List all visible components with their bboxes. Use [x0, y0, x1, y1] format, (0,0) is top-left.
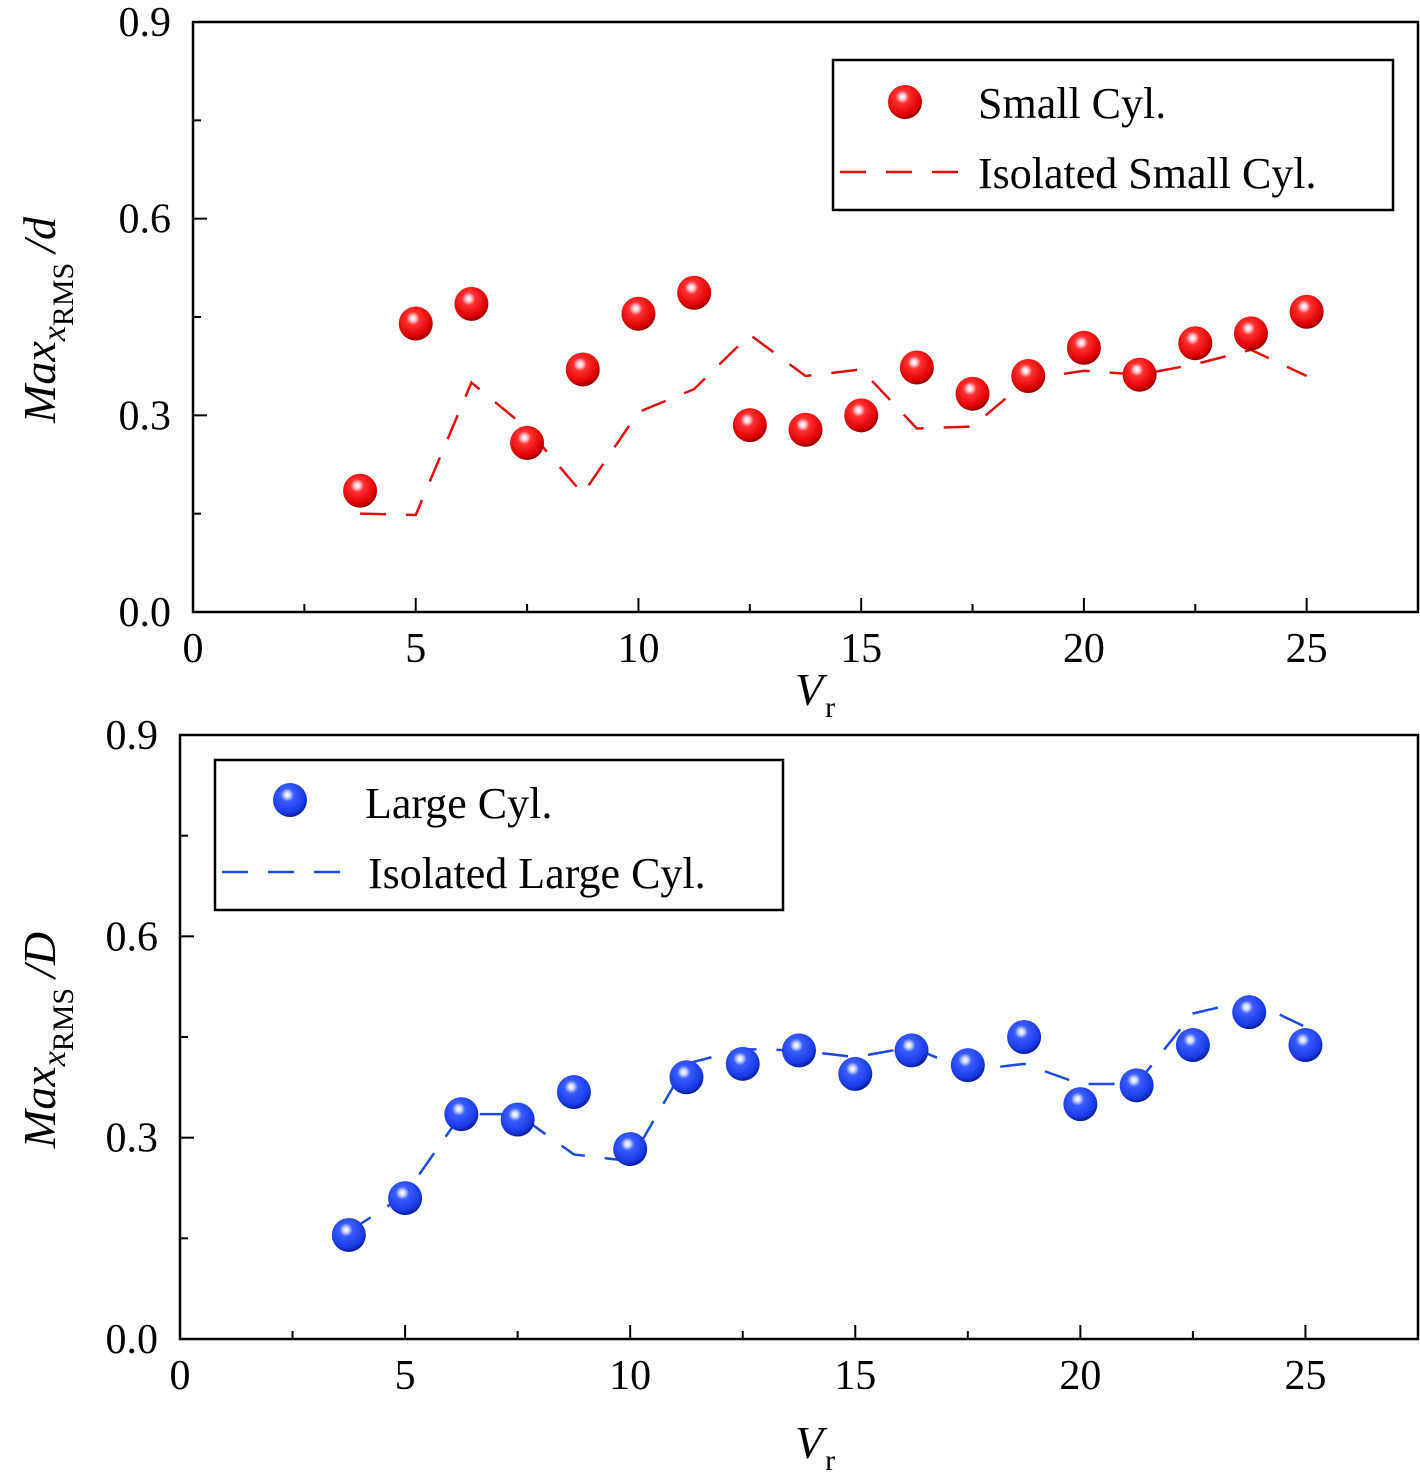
data-point — [894, 1033, 929, 1068]
x-tick-label: 15 — [834, 1353, 876, 1399]
data-point — [1119, 1068, 1154, 1103]
x-axis-ticks: 0 5 10 15 20 25 — [183, 598, 1419, 672]
legend-box — [831, 58, 1395, 212]
data-point — [454, 286, 489, 321]
x-tick-label: 5 — [405, 626, 426, 672]
legend-label-small-cyl: Small Cyl. — [978, 79, 1166, 128]
y-tick-label: 0.9 — [119, 0, 172, 46]
data-point — [844, 398, 879, 433]
y-axis-ticks: 0.0 0.3 0.6 0.9 — [106, 713, 194, 1363]
legend: Small Cyl. Isolated Small Cyl. — [831, 58, 1395, 212]
data-point — [1289, 294, 1324, 329]
y-tick-label: 0.3 — [119, 393, 172, 439]
data-point — [556, 1075, 591, 1110]
data-point — [669, 1060, 704, 1095]
x-tick-label: 20 — [1059, 1353, 1101, 1399]
x-tick-label: 25 — [1286, 626, 1328, 672]
data-point — [677, 275, 712, 310]
data-point — [788, 412, 823, 447]
data-point — [1232, 995, 1267, 1030]
data-point — [838, 1056, 873, 1091]
data-point — [621, 296, 656, 331]
data-point — [1175, 1028, 1210, 1063]
x-tick-label: 0 — [170, 1353, 191, 1399]
data-point — [1288, 1028, 1323, 1063]
data-point — [565, 352, 600, 387]
data-point — [613, 1132, 648, 1167]
y-axis-title: MaxxRMS/d — [14, 216, 80, 424]
legend-marker-small-cyl — [888, 85, 922, 119]
data-point — [732, 408, 767, 443]
y-tick-label: 0.6 — [119, 197, 172, 243]
y-tick-label: 0.3 — [106, 1116, 159, 1162]
data-point — [510, 425, 545, 460]
legend-label-large-cyl: Large Cyl. — [365, 779, 552, 828]
data-point — [899, 350, 934, 385]
y-axis-title: MaxxRMS/D — [14, 932, 80, 1149]
plot-marks — [331, 995, 1323, 1252]
data-point — [500, 1102, 535, 1137]
series-line-1 — [360, 333, 1308, 517]
chart-panel-large-cylinder: 0 5 10 15 20 25 0.0 0.3 0.6 0.9 Vr MaxxRMS/D Lar… — [14, 713, 1420, 1474]
x-tick-label: 0 — [183, 626, 204, 672]
data-point — [444, 1097, 479, 1132]
series-line-1 — [348, 998, 1306, 1233]
data-point — [782, 1033, 816, 1068]
data-point — [331, 1217, 366, 1252]
plot-marks — [343, 275, 1324, 517]
legend-box — [213, 758, 785, 912]
y-tick-label: 0.0 — [119, 590, 172, 636]
x-tick-label: 5 — [395, 1353, 416, 1399]
data-point — [343, 473, 378, 508]
y-tick-label: 0.0 — [106, 1317, 159, 1363]
data-point — [1011, 359, 1046, 393]
legend: Large Cyl. Isolated Large Cyl. — [213, 758, 785, 912]
x-axis-ticks: 0 5 10 15 20 25 — [170, 1325, 1419, 1399]
data-point — [1066, 330, 1101, 365]
x-axis-title: Vr — [795, 1417, 835, 1474]
data-point — [1122, 357, 1157, 392]
x-tick-label: 15 — [840, 626, 882, 672]
data-point — [398, 306, 433, 341]
chart-panel-small-cylinder: 0 5 10 15 20 25 0.0 0.3 0.6 0.9 Vr MaxxRMS/d Sma… — [14, 0, 1420, 724]
y-tick-label: 0.6 — [106, 914, 159, 960]
x-tick-label: 20 — [1063, 626, 1105, 672]
data-point — [955, 376, 990, 411]
legend-marker-large-cyl — [273, 783, 307, 817]
data-point — [388, 1181, 423, 1216]
x-tick-label: 10 — [617, 626, 659, 672]
data-point — [1233, 316, 1268, 351]
data-point — [1007, 1020, 1042, 1054]
data-point — [725, 1046, 760, 1081]
data-point — [950, 1048, 985, 1083]
legend-label-isolated-large-cyl: Isolated Large Cyl. — [368, 849, 706, 898]
y-axis-ticks: 0.0 0.3 0.6 0.9 — [119, 0, 207, 636]
x-axis-title: Vr — [795, 664, 835, 724]
data-point — [1178, 326, 1213, 361]
data-point — [1063, 1087, 1098, 1122]
legend-label-isolated-small-cyl: Isolated Small Cyl. — [978, 149, 1317, 198]
y-tick-label: 0.9 — [106, 713, 159, 759]
x-tick-label: 25 — [1284, 1353, 1326, 1399]
x-tick-label: 10 — [609, 1353, 651, 1399]
